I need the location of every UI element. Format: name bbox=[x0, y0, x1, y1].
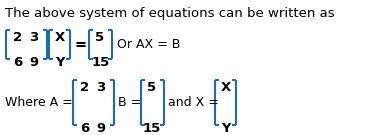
Text: 3: 3 bbox=[96, 81, 105, 94]
Text: 15: 15 bbox=[92, 56, 110, 69]
Text: 5: 5 bbox=[95, 31, 104, 44]
Text: X: X bbox=[221, 81, 231, 94]
Text: Y: Y bbox=[55, 56, 65, 69]
Text: =: = bbox=[75, 37, 87, 52]
Text: and X =: and X = bbox=[168, 96, 219, 109]
Text: B =: B = bbox=[118, 96, 141, 109]
Text: Where A =: Where A = bbox=[5, 96, 73, 109]
Text: Or AX = B: Or AX = B bbox=[117, 38, 180, 51]
Text: X: X bbox=[55, 31, 65, 44]
Text: 2: 2 bbox=[80, 81, 89, 94]
Text: 6: 6 bbox=[13, 56, 22, 69]
Text: 3: 3 bbox=[29, 31, 38, 44]
Text: 9: 9 bbox=[29, 56, 38, 69]
Text: The above system of equations can be written as: The above system of equations can be wri… bbox=[5, 7, 335, 20]
Text: 2: 2 bbox=[13, 31, 22, 44]
Text: 9: 9 bbox=[96, 122, 105, 135]
Text: 5: 5 bbox=[147, 81, 156, 94]
Text: Y: Y bbox=[221, 122, 231, 135]
Text: 6: 6 bbox=[80, 122, 89, 135]
Text: 15: 15 bbox=[143, 122, 161, 135]
